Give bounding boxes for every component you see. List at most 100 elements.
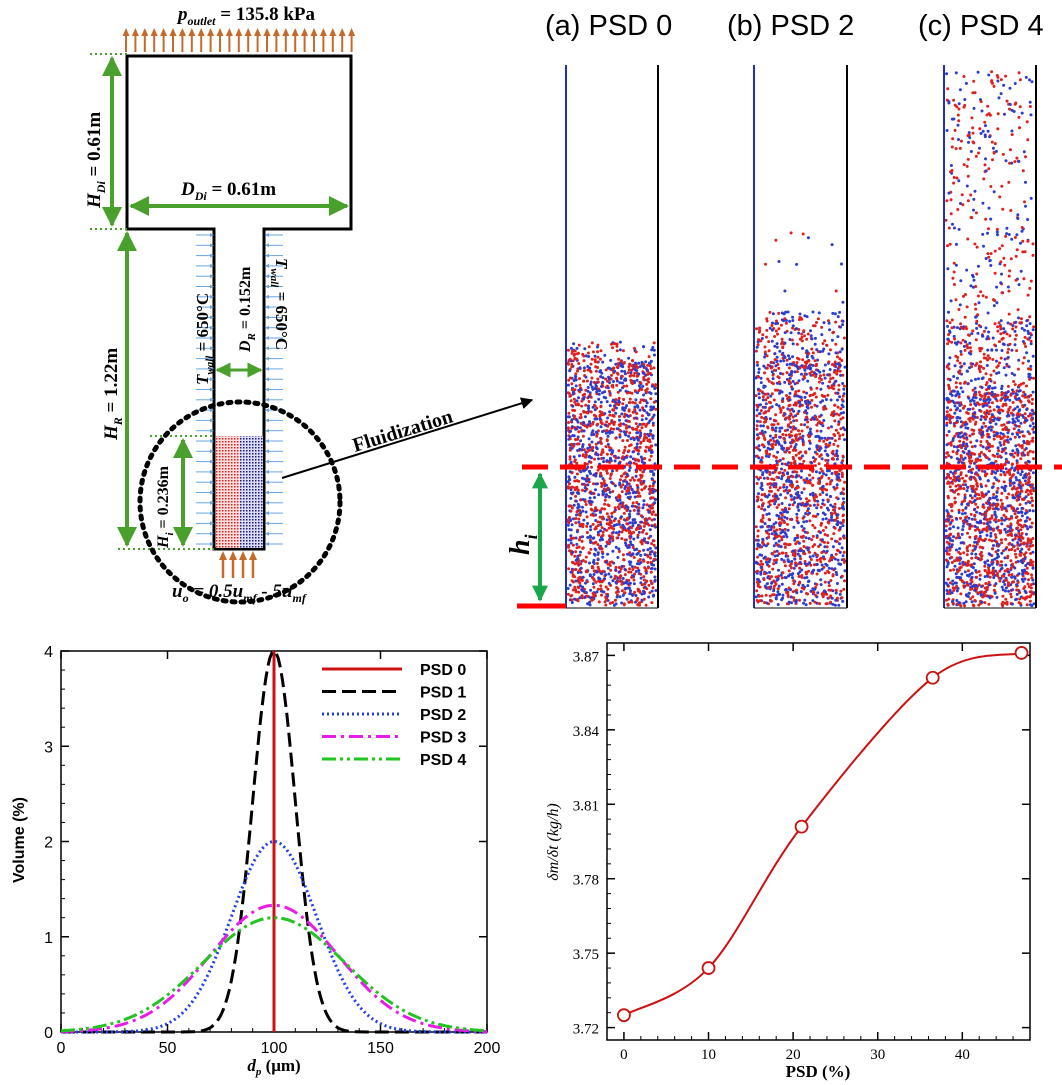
particle bbox=[603, 353, 607, 357]
particle bbox=[784, 433, 788, 437]
particle bbox=[986, 397, 990, 401]
particle bbox=[606, 562, 610, 566]
particle bbox=[568, 457, 572, 461]
particle bbox=[779, 372, 782, 375]
particle bbox=[841, 599, 845, 603]
particle bbox=[579, 415, 583, 419]
particle bbox=[967, 591, 971, 595]
particle bbox=[584, 581, 587, 585]
particle bbox=[786, 595, 790, 599]
particle bbox=[822, 419, 826, 422]
wall-arrowhead-right bbox=[265, 263, 269, 268]
particle bbox=[944, 549, 948, 553]
particle bbox=[800, 398, 804, 402]
particle bbox=[826, 454, 830, 457]
particle bbox=[833, 526, 837, 530]
particle bbox=[606, 594, 610, 598]
particle bbox=[1000, 491, 1004, 495]
particle bbox=[994, 394, 998, 398]
particle bbox=[784, 321, 788, 325]
particle bbox=[584, 410, 588, 414]
wall-arrowhead-left bbox=[210, 511, 214, 516]
particle bbox=[771, 321, 774, 325]
particle bbox=[628, 464, 632, 468]
particle bbox=[580, 399, 584, 403]
particle bbox=[836, 444, 840, 448]
particle bbox=[797, 508, 801, 512]
particle bbox=[755, 427, 759, 431]
particle bbox=[589, 507, 593, 511]
particle bbox=[781, 345, 785, 349]
particle bbox=[830, 596, 834, 600]
particle bbox=[645, 422, 649, 426]
particle bbox=[595, 590, 599, 594]
particle bbox=[599, 440, 602, 443]
particle bbox=[597, 567, 601, 571]
particle bbox=[645, 382, 649, 386]
particle bbox=[793, 501, 796, 504]
particle bbox=[950, 555, 954, 559]
particle bbox=[763, 345, 767, 349]
particle bbox=[604, 573, 608, 577]
particle bbox=[635, 446, 639, 449]
particle bbox=[803, 552, 807, 556]
particle bbox=[592, 433, 596, 436]
particle bbox=[801, 232, 805, 236]
particle bbox=[1025, 544, 1029, 548]
particle bbox=[629, 589, 632, 593]
particle bbox=[984, 424, 988, 428]
particle bbox=[1011, 401, 1015, 404]
particle bbox=[620, 564, 624, 568]
particle bbox=[781, 433, 785, 436]
particle bbox=[623, 538, 627, 542]
particle bbox=[588, 600, 592, 604]
particle bbox=[992, 527, 996, 531]
particle bbox=[633, 457, 637, 461]
particle bbox=[627, 449, 631, 453]
particle bbox=[581, 434, 585, 438]
particle bbox=[773, 368, 777, 372]
particle bbox=[767, 517, 771, 521]
particle bbox=[635, 501, 639, 504]
particle bbox=[600, 482, 604, 486]
particle bbox=[643, 432, 647, 436]
particle bbox=[630, 504, 634, 508]
particle bbox=[799, 395, 803, 399]
particle bbox=[618, 340, 622, 344]
particle bbox=[649, 489, 653, 493]
wall-arrowhead-left bbox=[210, 346, 214, 351]
particle bbox=[1010, 487, 1014, 491]
particle bbox=[789, 372, 793, 376]
particle bbox=[837, 413, 841, 417]
particle bbox=[614, 398, 618, 402]
particle bbox=[608, 517, 612, 521]
particle bbox=[785, 485, 789, 489]
particle bbox=[785, 602, 789, 606]
particle bbox=[811, 514, 815, 518]
particle bbox=[652, 543, 656, 547]
particle bbox=[808, 519, 812, 523]
particle bbox=[825, 493, 829, 497]
particle bbox=[828, 495, 832, 498]
particle bbox=[951, 539, 955, 543]
particle bbox=[994, 515, 998, 519]
particle bbox=[1000, 585, 1004, 589]
particle bbox=[566, 592, 570, 596]
particle bbox=[801, 583, 805, 587]
particle bbox=[957, 395, 961, 399]
particle bbox=[791, 590, 795, 594]
particle bbox=[841, 505, 845, 509]
particle bbox=[810, 398, 814, 402]
outlet-arrowhead bbox=[310, 28, 318, 36]
particle bbox=[572, 342, 576, 346]
particle bbox=[795, 342, 799, 346]
particle bbox=[816, 591, 820, 595]
particle bbox=[832, 532, 836, 536]
particle bbox=[761, 542, 765, 545]
particle bbox=[823, 449, 827, 453]
particle bbox=[780, 444, 784, 448]
particle bbox=[612, 423, 616, 426]
particle bbox=[1024, 532, 1028, 536]
particle bbox=[618, 461, 621, 465]
particle bbox=[794, 563, 798, 567]
